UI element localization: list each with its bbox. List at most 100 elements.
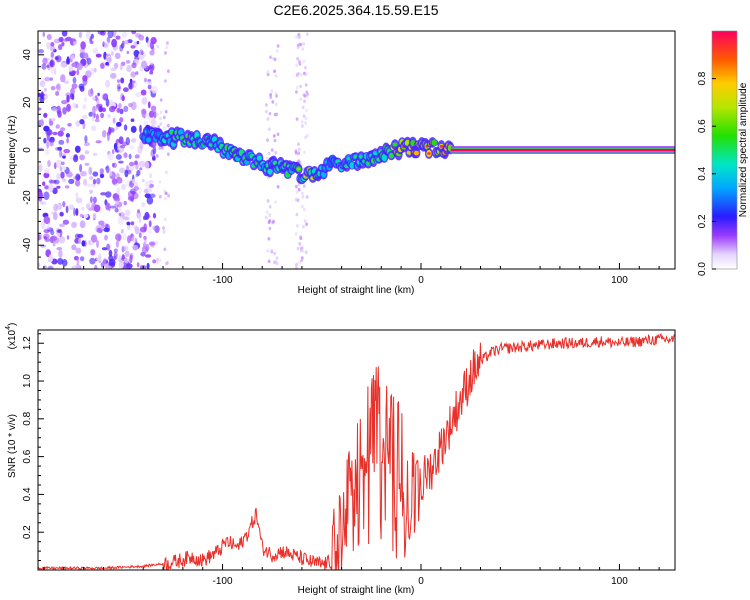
noise-speckle (95, 53, 102, 58)
noise-speckle (116, 107, 121, 113)
noise-speckle (115, 201, 119, 205)
noise-streak (165, 45, 169, 50)
noise-speckle (50, 42, 55, 47)
noise-streak (301, 124, 304, 128)
noise-streak (298, 62, 302, 66)
noise-speckle (80, 41, 86, 50)
snr-background (38, 330, 675, 570)
noise-streak (268, 226, 272, 231)
noise-speckle (123, 200, 127, 206)
noise-speckle (57, 110, 62, 118)
noise-speckle (117, 79, 120, 83)
noise-speckle (59, 166, 63, 172)
colorbar-label: Normalized spectral amplitude (738, 82, 749, 217)
noise-speckle (149, 41, 154, 50)
noise-speckle (152, 225, 157, 231)
noise-speckle (56, 247, 63, 251)
noise-speckle (105, 165, 110, 174)
noise-speckle (89, 189, 93, 194)
noise-streak (155, 112, 159, 117)
noise-speckle (93, 67, 97, 73)
noise-streak (295, 190, 299, 194)
noise-speckle (151, 156, 156, 161)
noise-speckle (141, 178, 145, 183)
y-tick-label: -40 (22, 238, 33, 253)
noise-speckle (84, 162, 90, 166)
noise-streak (156, 44, 160, 49)
noise-streak (273, 138, 277, 143)
noise-streak (302, 224, 305, 229)
noise-speckle (75, 120, 80, 127)
noise-speckle (124, 250, 130, 258)
noise-speckle (96, 227, 102, 233)
noise-streak (297, 142, 300, 146)
figure-title: C2E6.2025.364.15.59.E15 (273, 2, 438, 18)
noise-speckle (141, 108, 147, 115)
noise-speckle (104, 234, 108, 241)
noise-speckle (42, 181, 46, 186)
noise-speckle (50, 66, 54, 75)
noise-speckle (46, 41, 52, 48)
noise-speckle (116, 177, 123, 184)
noise-speckle (49, 45, 56, 52)
noise-streak (159, 98, 163, 102)
noise-speckle (91, 125, 97, 132)
noise-speckle (136, 40, 140, 45)
ridge-peak (346, 157, 351, 161)
noise-speckle (128, 102, 133, 108)
noise-speckle (87, 88, 94, 97)
noise-speckle (118, 136, 124, 145)
noise-speckle (151, 86, 158, 94)
noise-speckle (120, 77, 125, 84)
noise-speckle (146, 196, 154, 205)
noise-speckle (92, 171, 99, 177)
noise-speckle (144, 77, 147, 83)
noise-speckle (55, 159, 63, 168)
noise-speckle (118, 261, 125, 269)
noise-speckle (61, 41, 65, 47)
noise-speckle (127, 235, 131, 244)
noise-speckle (60, 171, 65, 179)
noise-speckle (82, 75, 88, 82)
noise-speckle (82, 115, 88, 120)
noise-speckle (141, 202, 146, 208)
noise-speckle (83, 213, 89, 219)
noise-speckle (97, 92, 100, 97)
noise-speckle (143, 235, 147, 240)
y-tick-label: 0.8 (22, 411, 33, 425)
noise-speckle (63, 148, 70, 154)
noise-speckle (110, 72, 117, 79)
ridge-blob (178, 129, 184, 136)
noise-speckle (48, 138, 53, 143)
noise-speckle (148, 220, 152, 228)
noise-speckle (130, 71, 136, 78)
noise-speckle (47, 183, 54, 192)
noise-speckle (52, 131, 58, 136)
noise-speckle (66, 103, 71, 112)
noise-streak (159, 116, 162, 121)
noise-speckle (86, 57, 92, 65)
noise-speckle (88, 242, 94, 246)
noise-speckle (116, 83, 121, 92)
noise-streak (299, 42, 303, 47)
noise-streak (296, 246, 300, 251)
noise-speckle (126, 64, 132, 73)
noise-streak (267, 127, 271, 131)
noise-speckle (57, 130, 64, 137)
noise-speckle (108, 126, 112, 135)
noise-streak (167, 152, 170, 156)
noise-speckle (121, 31, 128, 38)
noise-speckle (121, 95, 125, 102)
noise-speckle (77, 233, 84, 238)
noise-streak (265, 210, 269, 215)
noise-speckle (43, 112, 48, 118)
y-tick-label: 0.4 (22, 487, 33, 501)
noise-streak (166, 41, 169, 45)
noise-speckle (126, 224, 131, 231)
noise-speckle (126, 221, 131, 226)
noise-speckle (85, 31, 91, 40)
noise-speckle (68, 178, 75, 185)
colorbar-axis: 0.0 0.2 0.4 0.6 0.8 (697, 71, 716, 276)
noise-streak (163, 126, 166, 130)
noise-speckle (62, 166, 67, 171)
